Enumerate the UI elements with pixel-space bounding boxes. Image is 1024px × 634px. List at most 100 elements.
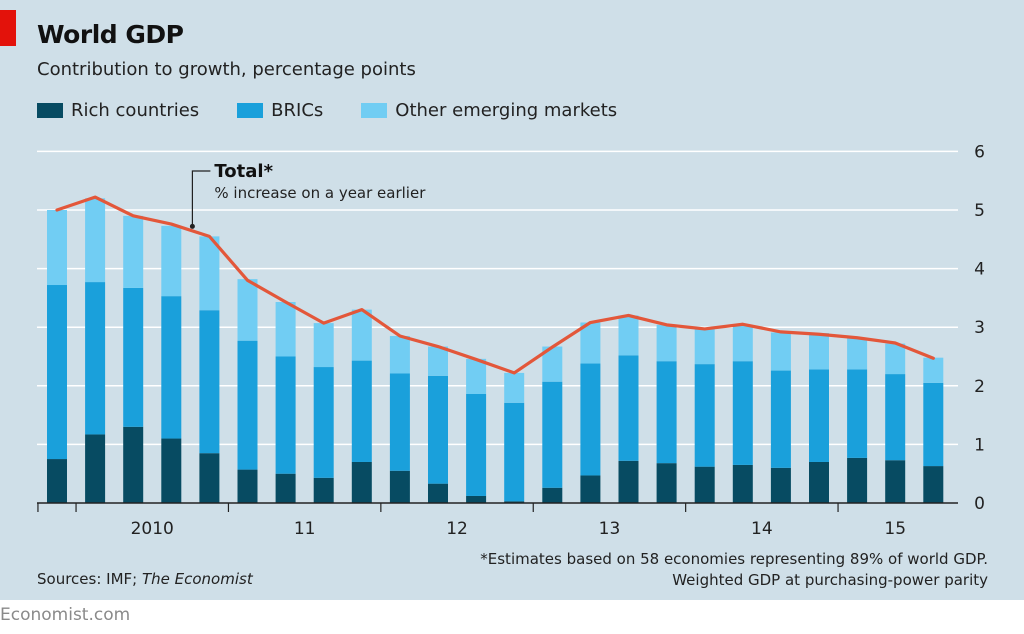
bar-other [237, 279, 258, 341]
bar-rich [542, 487, 563, 503]
annotation-text: % increase on a year earlier [214, 184, 426, 202]
bar-rich [351, 461, 372, 503]
bar-rich [732, 464, 753, 503]
bar-brics [85, 282, 106, 435]
bar-brics [732, 361, 753, 465]
bar-brics [770, 370, 791, 468]
bar-other [428, 346, 448, 376]
bar-rich [694, 466, 715, 503]
bar-rich [770, 467, 791, 503]
x-tick-label: 12 [446, 519, 468, 539]
x-tick-label: 13 [599, 519, 621, 539]
bar-other [885, 343, 906, 375]
bar-rich [809, 461, 829, 503]
bar-other [85, 198, 106, 283]
legend-swatch-brics [237, 102, 264, 118]
bar-other [656, 324, 677, 362]
bar-rich [389, 470, 410, 503]
bar-other [694, 328, 715, 365]
bar-rich [656, 463, 677, 503]
sources: Sources: IMF; The Economist [37, 570, 253, 588]
bar-brics [809, 369, 829, 462]
sources-text: Sources: IMF; [37, 570, 142, 588]
bar-brics [542, 381, 563, 488]
bar-other [313, 323, 334, 368]
bar-other [770, 332, 791, 371]
bar-other [580, 322, 601, 364]
y-tick-label: 1 [974, 435, 985, 455]
bar-other [923, 357, 944, 383]
bar-brics [466, 394, 487, 496]
bar-brics [885, 374, 906, 461]
bar-brics [694, 364, 715, 467]
bar-brics [47, 285, 67, 460]
annotation-title: Total* [214, 161, 273, 182]
x-tick-label: 2010 [131, 519, 174, 539]
bar-brics [351, 360, 372, 462]
y-tick-label: 0 [974, 494, 985, 514]
total-line [55, 195, 935, 375]
chart-subtitle: Contribution to growth, percentage point… [37, 59, 416, 80]
bar-rich [428, 483, 448, 503]
legend-item-other: Other emerging markets [361, 100, 617, 121]
bar-brics [580, 363, 601, 476]
bar-rich [85, 434, 106, 503]
legend-swatch-other [361, 102, 388, 118]
legend: Rich countries BRICs Other emerging mark… [37, 98, 655, 122]
bar-brics [123, 287, 144, 427]
brand-label: Economist.com [0, 605, 131, 625]
bar-rich [923, 466, 944, 503]
legend-swatch-rich [37, 102, 63, 118]
annotation-dot [189, 223, 195, 229]
bar-brics [847, 369, 868, 458]
bar-brics [656, 361, 677, 464]
bar-brics [389, 373, 410, 471]
bar-brics [275, 356, 296, 474]
chart-title: World GDP [37, 20, 184, 49]
y-tick-label: 6 [974, 142, 985, 162]
bar-brics [618, 355, 639, 461]
bar-other [466, 358, 487, 395]
x-tick-label: 14 [751, 519, 773, 539]
bar-rich [237, 469, 258, 503]
y-tick-label: 4 [974, 260, 985, 280]
bar-other [351, 309, 372, 361]
bar-other [732, 324, 753, 362]
bar-brics [923, 382, 944, 467]
legend-label-other: Other emerging markets [395, 99, 618, 121]
bar-rich [847, 457, 868, 503]
bar-other [542, 346, 563, 382]
bar-brics [428, 375, 448, 484]
footnote-line-2: Weighted GDP at purchasing-power parity [672, 571, 988, 589]
legend-label-brics: BRICs [271, 99, 324, 121]
bar-rich [313, 477, 334, 503]
bar-other [504, 372, 525, 403]
legend-label-rich: Rich countries [71, 99, 200, 121]
x-tick-label: 15 [884, 519, 906, 539]
bar-rich [504, 501, 525, 503]
bar-other [809, 333, 829, 370]
bar-other [847, 337, 868, 370]
legend-item-rich: Rich countries [37, 100, 199, 121]
bar-rich [885, 460, 906, 503]
y-tick-label: 3 [974, 318, 985, 338]
bar-other [47, 210, 67, 286]
bar-rich [199, 453, 220, 503]
sources-publication: The Economist [141, 570, 253, 588]
footnote-line-1: *Estimates based on 58 economies represe… [480, 550, 988, 568]
legend-item-brics: BRICs [237, 100, 323, 121]
brand-tag [0, 10, 16, 46]
bar-other [199, 236, 220, 311]
bar-other [389, 335, 410, 374]
bar-other [618, 315, 639, 356]
bar-rich [275, 473, 296, 503]
bar-brics [504, 402, 525, 502]
x-tick-label: 11 [294, 519, 316, 539]
bar-rich [123, 426, 144, 503]
y-tick-label: 5 [974, 201, 985, 221]
bar-other [275, 302, 296, 357]
bar-rich [466, 495, 487, 503]
annotation-leader [191, 170, 211, 227]
bar-rich [161, 438, 182, 503]
